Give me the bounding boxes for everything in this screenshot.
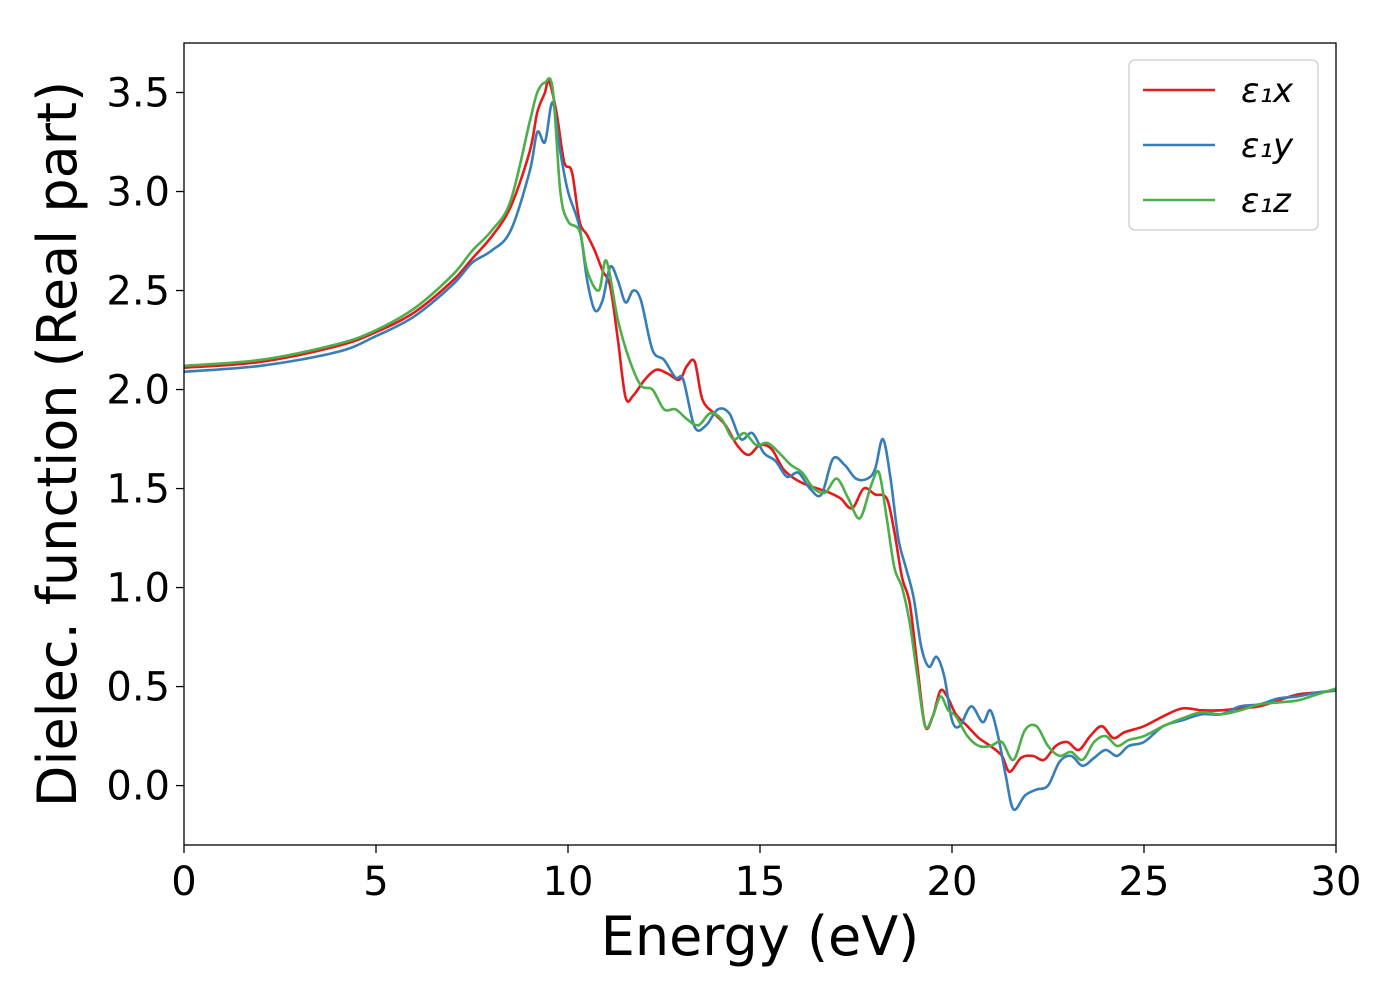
x-tick-label: 30 — [1311, 859, 1362, 905]
y-axis-title: Dielec. function (Real part) — [26, 81, 89, 807]
legend: ε₁x ε₁y ε₁z — [1128, 59, 1319, 231]
series-layer — [184, 77, 1336, 812]
x-tick-label: 15 — [735, 859, 786, 905]
series-line-1 — [184, 78, 1336, 774]
legend-label: ε₁x — [1241, 71, 1294, 111]
legend-box — [1128, 59, 1319, 231]
series-line-2 — [184, 101, 1336, 812]
y-axis: 0.0 0.5 1.0 1.5 2.0 2.5 3.0 3.5 — [106, 71, 184, 810]
legend-label: ε₁y — [1241, 126, 1294, 166]
series-line-3 — [184, 77, 1336, 762]
y-tick-label: 3.0 — [106, 170, 170, 216]
y-tick-label: 2.0 — [106, 368, 170, 414]
x-axis: 0 5 10 15 20 25 30 — [171, 845, 1361, 905]
x-tick-label: 25 — [1119, 859, 1170, 905]
y-tick-label: 1.0 — [106, 566, 170, 612]
x-tick-label: 20 — [927, 859, 978, 905]
x-tick-label: 0 — [171, 859, 196, 905]
y-tick-label: 0.0 — [106, 764, 170, 810]
legend-label: ε₁z — [1241, 181, 1292, 221]
x-axis-title: Energy (eV) — [601, 905, 920, 968]
x-tick-label: 10 — [543, 859, 594, 905]
y-tick-label: 3.5 — [106, 71, 170, 117]
y-tick-label: 1.5 — [106, 467, 170, 513]
x-tick-label: 5 — [363, 859, 388, 905]
y-tick-label: 0.5 — [106, 665, 170, 711]
y-tick-label: 2.5 — [106, 269, 170, 315]
